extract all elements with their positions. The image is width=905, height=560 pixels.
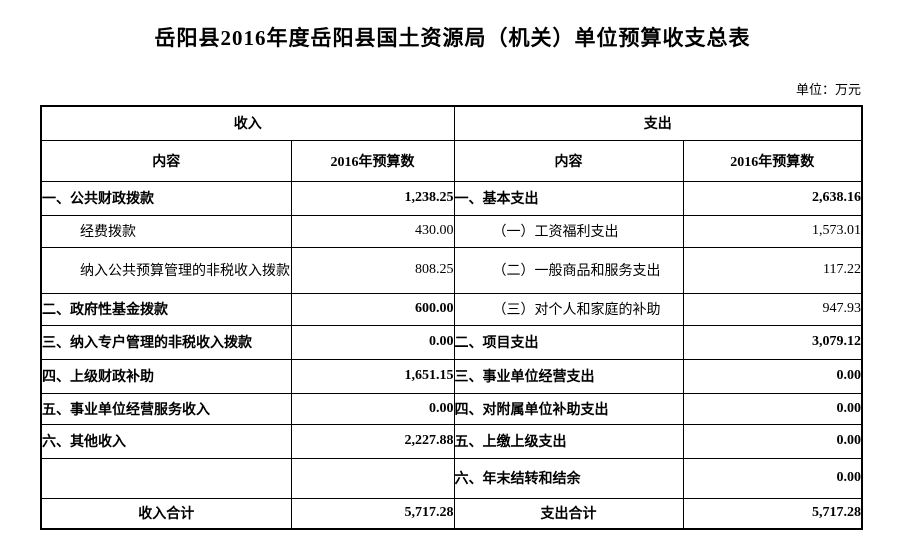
column-header-row: 内容 2016年预算数 内容 2016年预算数: [40, 139, 863, 182]
expense-label-cell: 一、基本支出: [453, 180, 684, 216]
table-row: 四、上级财政补助 1,651.15 三、事业单位经营支出 0.00: [40, 358, 863, 394]
expense-value-cell: 947.93: [682, 292, 863, 326]
income-label-cell: [40, 457, 292, 499]
expense-value-cell: 0.00: [682, 392, 863, 425]
expense-label-cell: （三）对个人和家庭的补助: [453, 292, 684, 326]
table-row: 纳入公共预算管理的非税收入拨款 808.25 （二）一般商品和服务支出 117.…: [40, 246, 863, 294]
table-row: 六、年末结转和结余 0.00: [40, 457, 863, 499]
table-row: 六、其他收入 2,227.88 五、上缴上级支出 0.00: [40, 423, 863, 459]
income-content-header: 内容: [40, 139, 292, 182]
table-row: 三、纳入专户管理的非税收入拨款 0.00 二、项目支出 3,079.12: [40, 324, 863, 360]
income-value-cell: 2,227.88: [290, 423, 455, 459]
income-section-header: 收入: [40, 105, 455, 141]
income-budget-header: 2016年预算数: [290, 139, 455, 182]
expense-value-cell: 1,573.01: [682, 214, 863, 248]
income-value-cell: 5,717.28: [290, 497, 455, 530]
expense-label-cell: 五、上缴上级支出: [453, 423, 684, 459]
income-label-cell: 二、政府性基金拨款: [40, 292, 292, 326]
budget-table: 收入 支出 内容 2016年预算数 内容 2016年预算数 一、公共财政拨款 1…: [40, 105, 863, 530]
expense-value-cell: 2,638.16: [682, 180, 863, 216]
table-row: 一、公共财政拨款 1,238.25 一、基本支出 2,638.16: [40, 180, 863, 216]
income-value-cell: 430.00: [290, 214, 455, 248]
income-label-cell: 三、纳入专户管理的非税收入拨款: [40, 324, 292, 360]
expense-value-cell: 0.00: [682, 423, 863, 459]
income-label-cell: 五、事业单位经营服务收入: [40, 392, 292, 425]
expense-label-cell: 支出合计: [453, 497, 684, 530]
expense-content-header: 内容: [453, 139, 684, 182]
expense-label-cell: （二）一般商品和服务支出: [453, 246, 684, 294]
income-value-cell: 600.00: [290, 292, 455, 326]
unit-note: 单位：万元: [795, 82, 861, 97]
expense-label-cell: 四、对附属单位补助支出: [453, 392, 684, 425]
expense-label-cell: （一）工资福利支出: [453, 214, 684, 248]
expense-value-cell: 117.22: [682, 246, 863, 294]
income-value-cell: 0.00: [290, 392, 455, 425]
income-label-cell: 经费拨款: [40, 214, 292, 248]
income-value-cell: 1,651.15: [290, 358, 455, 394]
income-label-cell: 四、上级财政补助: [40, 358, 292, 394]
section-header-row: 收入 支出: [40, 105, 863, 141]
page-title: 岳阳县2016年度岳阳县国土资源局（机关）单位预算收支总表: [154, 26, 751, 50]
income-label-cell: 收入合计: [40, 497, 292, 530]
expense-label-cell: 二、项目支出: [453, 324, 684, 360]
expense-value-cell: 3,079.12: [682, 324, 863, 360]
income-value-cell: 1,238.25: [290, 180, 455, 216]
income-label-cell: 六、其他收入: [40, 423, 292, 459]
income-value-cell: 808.25: [290, 246, 455, 294]
page: 岳阳县2016年度岳阳县国土资源局（机关）单位预算收支总表 单位：万元 收入 支…: [0, 22, 905, 560]
table-row: 收入合计 5,717.28 支出合计 5,717.28: [40, 497, 863, 530]
expense-value-cell: 0.00: [682, 457, 863, 499]
expense-value-cell: 5,717.28: [682, 497, 863, 530]
expense-value-cell: 0.00: [682, 358, 863, 394]
income-value-cell: 0.00: [290, 324, 455, 360]
table-row: 二、政府性基金拨款 600.00 （三）对个人和家庭的补助 947.93: [40, 292, 863, 326]
expense-section-header: 支出: [453, 105, 863, 141]
income-value-cell: [290, 457, 455, 499]
table-row: 经费拨款 430.00 （一）工资福利支出 1,573.01: [40, 214, 863, 248]
expense-label-cell: 三、事业单位经营支出: [453, 358, 684, 394]
expense-budget-header: 2016年预算数: [682, 139, 863, 182]
table-row: 五、事业单位经营服务收入 0.00 四、对附属单位补助支出 0.00: [40, 392, 863, 425]
expense-label-cell: 六、年末结转和结余: [453, 457, 684, 499]
income-label-cell: 纳入公共预算管理的非税收入拨款: [40, 246, 292, 294]
income-label-cell: 一、公共财政拨款: [40, 180, 292, 216]
